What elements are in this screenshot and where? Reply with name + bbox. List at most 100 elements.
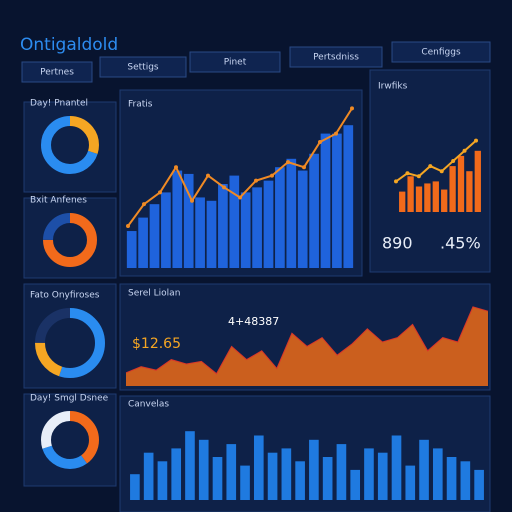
- line-dot: [286, 160, 290, 165]
- value-label: 4+48387: [228, 315, 279, 328]
- stat: 890: [382, 234, 413, 253]
- bar: [253, 435, 264, 500]
- donut-segment: [41, 411, 99, 469]
- tab[interactable]: [21, 61, 93, 83]
- tab-label: Pertnes: [40, 68, 74, 78]
- value-label: $12.65: [132, 336, 181, 352]
- donut-segment: [35, 308, 105, 378]
- bar: [322, 457, 333, 500]
- bar: [185, 431, 195, 500]
- tab-label: Pertsdniss: [313, 53, 359, 63]
- line-dot: [318, 140, 322, 144]
- bar: [286, 158, 297, 268]
- bar: [407, 176, 414, 212]
- line-dot: [334, 131, 338, 136]
- tab-label: Cenfiggs: [421, 48, 461, 58]
- bar: [309, 153, 319, 268]
- bar: [172, 170, 183, 268]
- bar: [446, 457, 457, 500]
- bar: [295, 461, 305, 500]
- bar: [320, 133, 331, 268]
- line-dot: [190, 198, 194, 203]
- bar: [229, 175, 240, 268]
- panel-title: Serel Liolan: [128, 289, 180, 299]
- bar: [336, 444, 347, 500]
- bar: [377, 452, 388, 500]
- tab-label: Pinet: [224, 58, 247, 68]
- bar: [281, 448, 292, 500]
- line-dot: [174, 165, 178, 170]
- bar: [240, 192, 251, 268]
- bar: [457, 155, 465, 212]
- bar: [212, 457, 223, 500]
- bar: [267, 452, 278, 500]
- bar: [449, 166, 456, 212]
- bar: [297, 170, 308, 268]
- line-dot: [439, 169, 444, 174]
- bar: [350, 469, 361, 500]
- bar: [183, 173, 194, 268]
- donut-segment: [43, 213, 97, 267]
- bar: [143, 452, 154, 500]
- panel: [23, 393, 117, 487]
- donut-segment: [41, 411, 99, 469]
- line-dot: [142, 202, 146, 207]
- bar: [332, 133, 342, 268]
- line-dot: [394, 179, 398, 184]
- bar: [364, 448, 374, 500]
- panel: [23, 101, 117, 193]
- bar: [198, 439, 209, 500]
- bar: [171, 448, 182, 500]
- bar: [419, 439, 429, 500]
- bar: [432, 448, 443, 500]
- panel: [369, 69, 491, 273]
- bar: [161, 192, 171, 268]
- line-dot: [238, 195, 242, 200]
- bar: [157, 461, 168, 500]
- panel-title: Bxit Anfenes: [30, 196, 87, 206]
- bar: [441, 189, 448, 212]
- bar: [206, 200, 217, 268]
- bar: [226, 444, 237, 500]
- bar: [195, 197, 205, 268]
- bar: [130, 474, 140, 500]
- line-dot: [474, 138, 478, 143]
- tab[interactable]: [289, 46, 383, 68]
- panel-title: Fato Onyfiroses: [30, 291, 100, 301]
- bar: [432, 181, 439, 212]
- line-dot: [350, 106, 354, 111]
- area-edge: [125, 306, 489, 375]
- panel-title: Day! Pnantel: [30, 99, 88, 109]
- line-dot: [416, 174, 421, 179]
- bar: [149, 204, 160, 268]
- bar: [343, 125, 354, 268]
- bar: [460, 461, 471, 500]
- line-dot: [451, 159, 456, 163]
- line-dot: [270, 173, 274, 178]
- bar: [466, 171, 473, 212]
- bar: [240, 465, 250, 500]
- line-dot: [222, 185, 226, 190]
- bar: [391, 435, 402, 500]
- panel-title: Irwfiks: [378, 82, 408, 92]
- line-dot: [254, 178, 258, 183]
- panel-title: Fratis: [128, 100, 153, 110]
- tab[interactable]: [189, 51, 281, 73]
- line-dot: [158, 190, 162, 195]
- bar: [138, 217, 148, 268]
- app-title: Ontigaldold: [20, 35, 118, 55]
- stat: .45%: [440, 234, 481, 253]
- tab[interactable]: [99, 56, 187, 78]
- bar: [474, 469, 484, 500]
- bar: [252, 187, 262, 268]
- panel-title: Canvelas: [128, 400, 169, 410]
- bar: [218, 184, 228, 268]
- line-dot: [405, 171, 410, 176]
- bar: [263, 180, 274, 268]
- bar: [474, 150, 481, 212]
- bar: [424, 183, 431, 212]
- tab[interactable]: [391, 41, 491, 63]
- line-dot: [428, 164, 433, 169]
- bar: [415, 186, 423, 212]
